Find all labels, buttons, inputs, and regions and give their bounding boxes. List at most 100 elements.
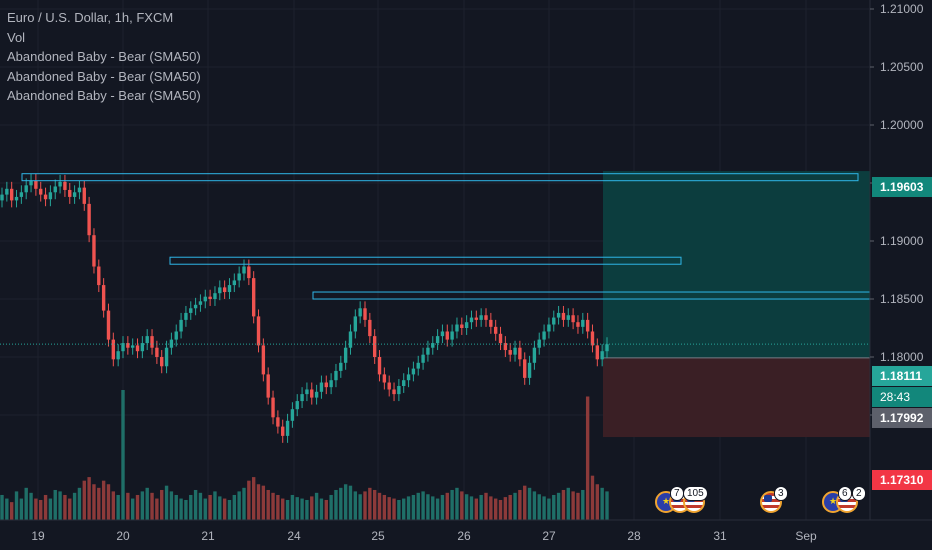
candle-body <box>53 186 57 193</box>
resistance-zone <box>21 173 859 182</box>
price-tick-label: 1.18500 <box>880 292 924 306</box>
time-tick-label: 28 <box>627 529 641 543</box>
candle-body <box>5 188 9 195</box>
volume-bar <box>532 491 537 520</box>
candle-body <box>140 343 145 352</box>
volume-bar <box>290 494 295 520</box>
volume-bar <box>348 485 353 520</box>
candle-body <box>251 278 256 317</box>
legend-indicator-1[interactable]: Abandoned Baby - Bear (SMA50) <box>7 49 201 64</box>
volume-bar <box>43 494 48 520</box>
volume-bar <box>547 498 551 520</box>
volume-bar <box>281 498 285 520</box>
volume-bar <box>474 498 479 520</box>
candle-body <box>590 331 595 346</box>
volume-bar <box>566 487 570 520</box>
legend-indicator-2[interactable]: Abandoned Baby - Bear (SMA50) <box>7 68 201 84</box>
price-tick-label: 1.19000 <box>880 234 924 248</box>
candle-body <box>174 331 178 340</box>
volume-bars <box>0 390 609 520</box>
candle-body <box>387 382 391 390</box>
candle-body <box>493 326 498 334</box>
volume-bar <box>605 491 609 520</box>
candle-body <box>426 347 430 355</box>
stop-price-badge: 1.17310 <box>872 470 932 490</box>
resistance-zone <box>169 256 682 265</box>
volume-bar <box>121 390 125 520</box>
volume-bar <box>498 499 503 520</box>
volume-bar <box>295 497 299 520</box>
candle-body <box>392 389 396 395</box>
volume-bar <box>358 494 362 520</box>
candle-body <box>97 266 101 286</box>
candle-body <box>193 304 198 309</box>
candle-body <box>150 336 154 348</box>
volume-bar <box>140 491 145 520</box>
volume-bar <box>585 396 590 520</box>
candle-body <box>440 331 445 337</box>
volume-bar <box>222 498 227 520</box>
candle-body <box>285 420 290 436</box>
volume-bar <box>411 494 416 520</box>
volume-bar <box>227 499 232 520</box>
candle-body <box>14 196 19 201</box>
volume-bar <box>0 494 4 520</box>
candle-body <box>208 296 212 299</box>
candle-body <box>34 180 38 189</box>
volume-bar <box>581 489 585 520</box>
candle-body <box>261 345 266 375</box>
time-tick-label: 26 <box>457 529 471 543</box>
event-marker-group-2[interactable]: 3 <box>760 486 788 515</box>
volume-bar <box>29 492 33 520</box>
candle-body <box>314 391 319 398</box>
candle-body <box>460 324 464 328</box>
candle-body <box>92 235 96 267</box>
candle-body <box>281 426 285 436</box>
candle-body <box>19 192 24 197</box>
volume-bar <box>169 491 174 520</box>
event-marker-group-1[interactable]: 7 105 <box>655 486 708 515</box>
volume-bar <box>382 494 387 520</box>
volume-bar <box>237 491 241 520</box>
candle-body <box>72 192 77 197</box>
volume-bar <box>34 498 38 520</box>
volume-bar <box>126 492 130 520</box>
volume-bar <box>256 484 261 520</box>
price-tick-label: 1.20000 <box>880 118 924 132</box>
candle-body <box>498 333 503 344</box>
volume-bar <box>542 496 546 520</box>
volume-bar <box>82 480 86 520</box>
volume-bar <box>590 475 595 520</box>
volume-bar <box>493 498 498 520</box>
candle-body <box>571 315 575 323</box>
volume-bar <box>600 487 604 520</box>
legend-symbol[interactable]: Euro / U.S. Dollar, 1h, FXCM <box>7 10 174 25</box>
legend-indicator-3[interactable]: Abandoned Baby - Bear (SMA50) <box>7 88 201 103</box>
candle-body <box>160 357 164 367</box>
volume-bar <box>392 498 396 520</box>
volume-bar <box>426 494 430 520</box>
candle-body <box>290 409 295 421</box>
target-price-badge: 1.19603 <box>872 177 932 197</box>
price-tick-label: 1.21000 <box>880 2 924 16</box>
candle-body <box>484 315 488 320</box>
candle-body <box>116 351 120 360</box>
candle-body <box>600 351 604 360</box>
volume-bar <box>469 496 474 520</box>
volume-bar <box>537 494 541 520</box>
volume-bar <box>576 492 580 520</box>
candle-body <box>406 374 411 381</box>
volume-bar <box>164 485 169 520</box>
candle-body <box>198 301 203 305</box>
volume-bar <box>77 487 82 520</box>
volume-bar <box>24 487 28 520</box>
volume-bar <box>242 487 246 520</box>
legend-indicator-vol[interactable]: Vol <box>7 29 26 45</box>
volume-bar <box>455 487 459 520</box>
candle-body <box>310 389 314 398</box>
candle-body <box>435 336 440 344</box>
event-marker-group-3[interactable]: 6 2 <box>822 486 866 515</box>
volume-bar <box>387 497 391 520</box>
price-axis: 1.210001.205001.200001.195001.190001.185… <box>870 2 924 422</box>
